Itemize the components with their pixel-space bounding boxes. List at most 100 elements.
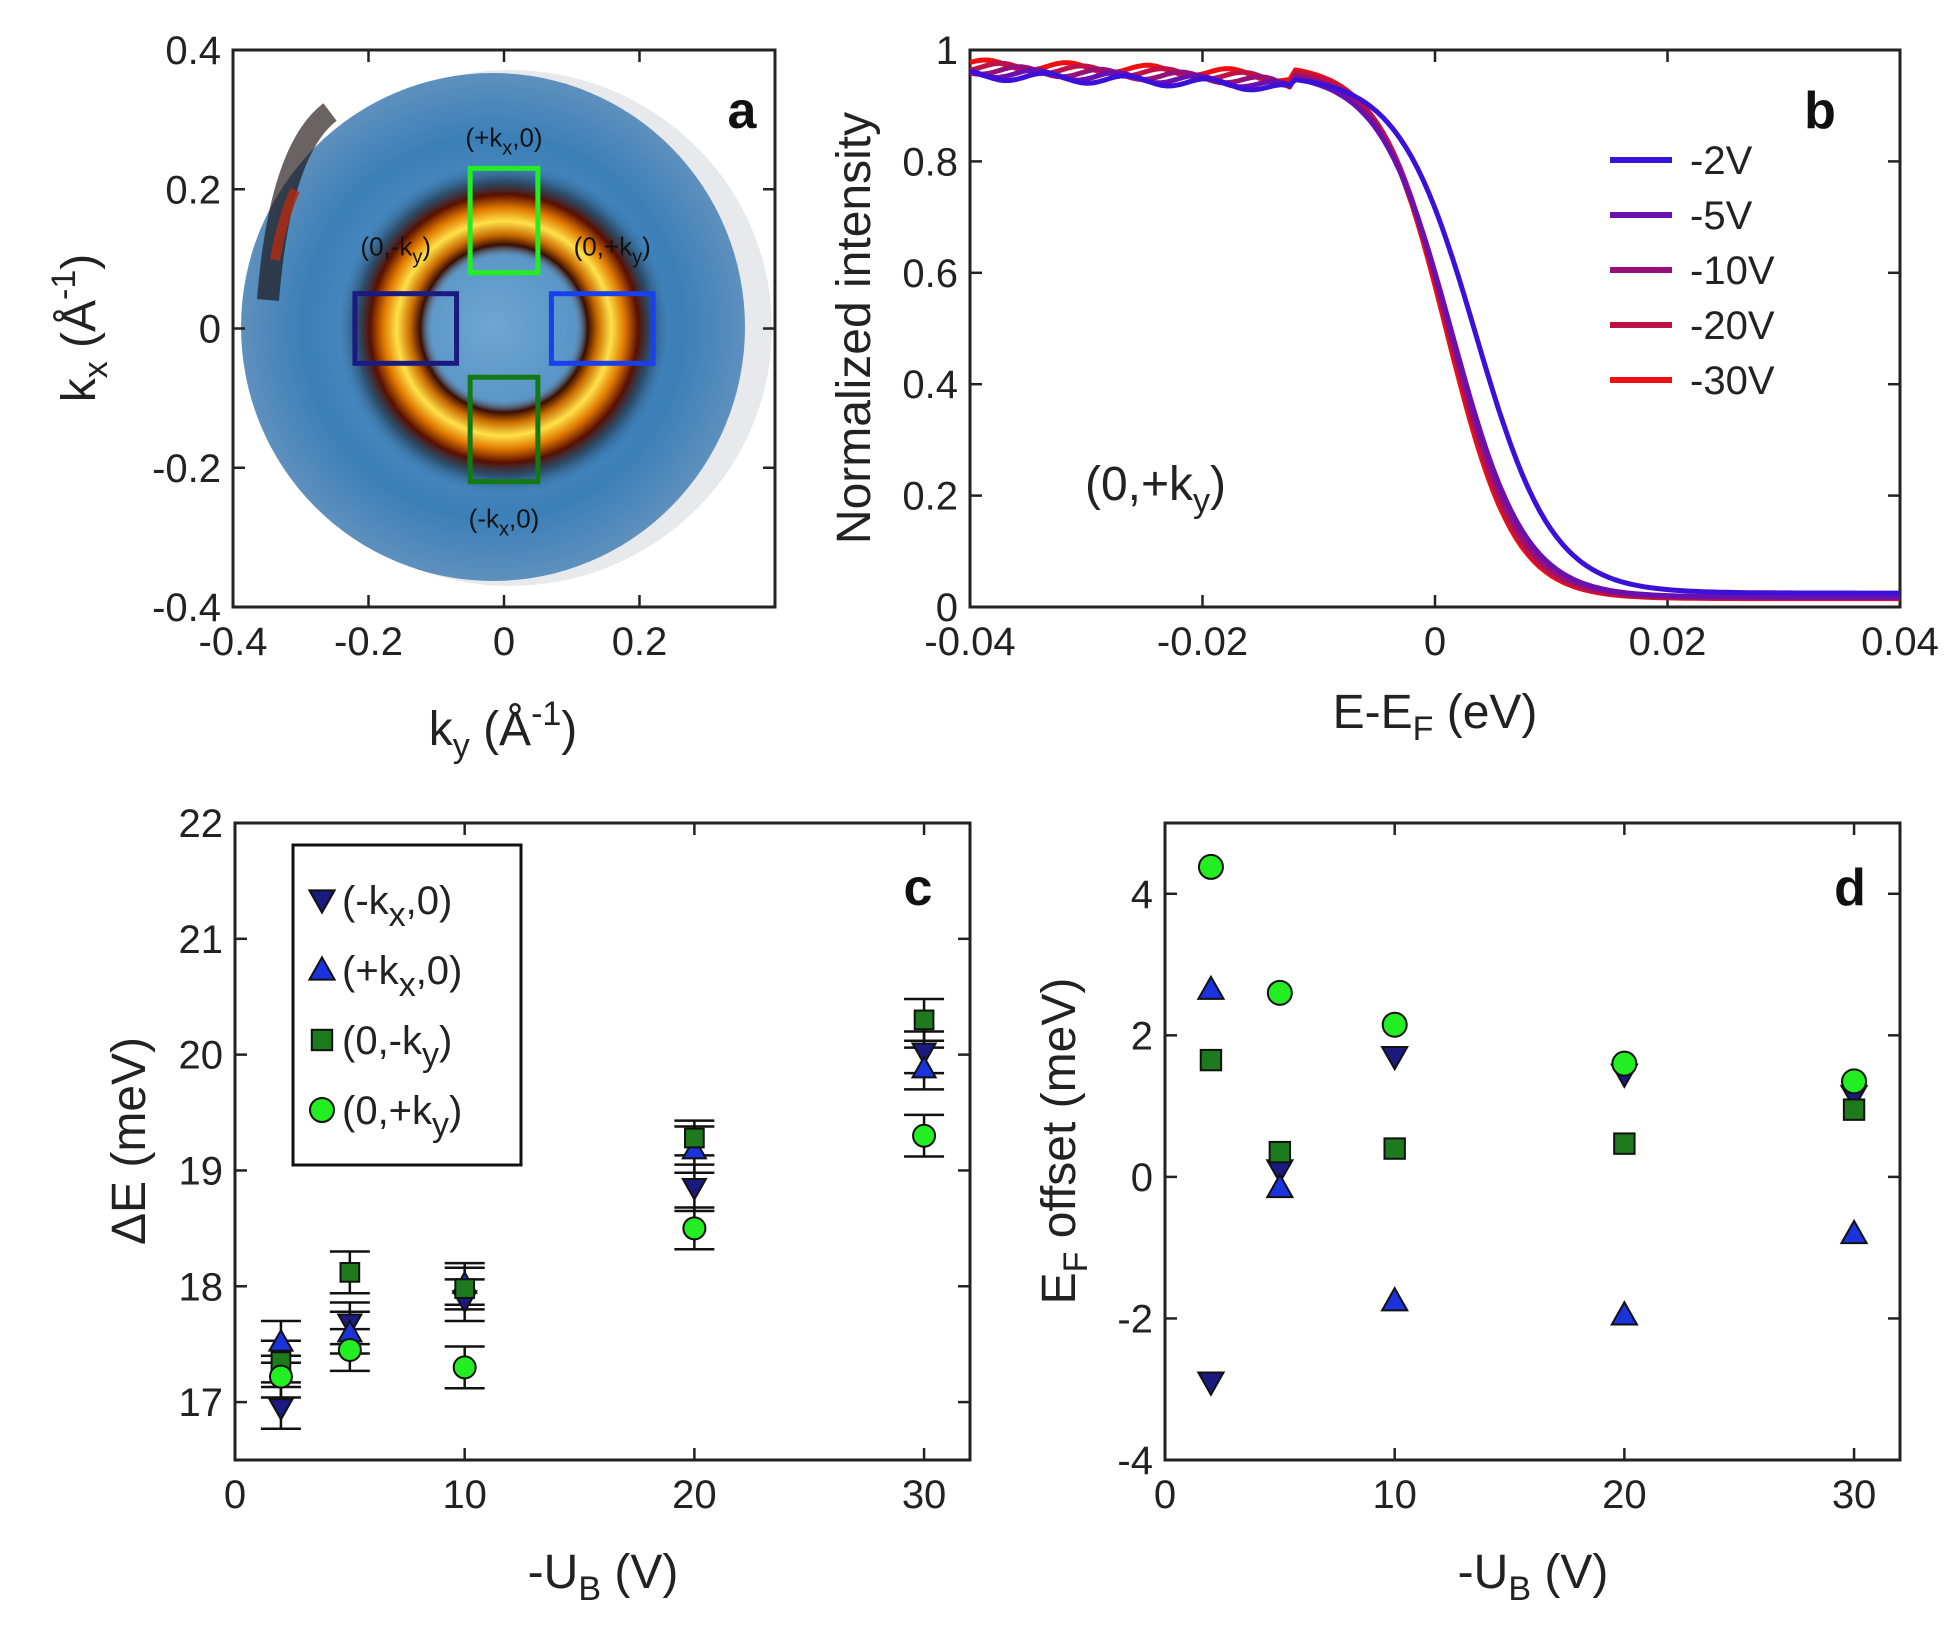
line-series [969, 68, 1900, 596]
roi-label: (-kx,0) [469, 504, 540, 541]
x-tick-label: 20 [1602, 1473, 1647, 1517]
x-tick-label: -0.02 [1157, 620, 1248, 664]
legend-label-pre: (0,+k [342, 1089, 433, 1133]
marker-square [454, 1278, 476, 1299]
legend-label: -20V [1690, 304, 1775, 348]
marker-triangle-up [307, 955, 337, 981]
panel-letter-b: b [1804, 82, 1836, 140]
axes-b-ylabel: Normalized intensity [828, 112, 881, 544]
y-tick-label: 22 [179, 802, 224, 846]
roi-label-post: ,0) [509, 504, 539, 534]
legend-label-post: ,0) [406, 879, 453, 923]
marker-circle [1266, 979, 1293, 1006]
marker-square [1842, 1098, 1866, 1121]
y-tick-label: 17 [179, 1381, 224, 1425]
x-tick-label: 10 [442, 1473, 487, 1517]
legend-label-pre: (-k [342, 879, 390, 923]
marker-triangle-up [267, 1328, 295, 1352]
y-tick-label: -0.2 [152, 447, 221, 491]
y-tick-label: 0.8 [902, 140, 958, 184]
axes-d-ticks: 0 10 20 30 -4 -2 0 2 4 [1117, 823, 1900, 1517]
marker-square [1199, 1048, 1223, 1072]
marker-triangle-up [1380, 1286, 1410, 1312]
marker-triangle-down [1380, 1045, 1410, 1072]
y-tick-label: 0 [199, 308, 221, 352]
marker-triangle-up [1839, 1218, 1869, 1245]
x-tick-label: 10 [1372, 1473, 1417, 1517]
legend-label: -10V [1690, 249, 1775, 293]
axes-c-ylabel: ΔE (meV) [103, 1037, 156, 1245]
y-tick-label: 19 [179, 1149, 224, 1193]
legend-label: (-kx,0) [342, 879, 452, 934]
x-tick-label: 0 [1154, 1473, 1176, 1517]
y-tick-label: 0.6 [902, 252, 958, 296]
panel-letter-a: a [728, 82, 758, 140]
marker-triangle-down [681, 1178, 708, 1202]
marker-circle [1611, 1050, 1638, 1077]
roi-box [467, 374, 541, 485]
marker-square [1383, 1137, 1406, 1160]
axes-a-xlabel: ky (Å-1) [429, 695, 578, 765]
y-tick-label: 0.2 [902, 475, 958, 519]
x-tick-label: 0.04 [1861, 620, 1939, 664]
marker-square [1613, 1132, 1636, 1155]
marker-circle [682, 1216, 707, 1241]
y-tick-label: 1 [936, 29, 958, 73]
marker-triangle-down [910, 1042, 938, 1066]
legend-label-pre: (0,-k [342, 1019, 423, 1063]
roi-label-sub: x [499, 519, 509, 541]
marker-circle [912, 1123, 937, 1148]
axes-b-xlabel: E-EF (eV) [1333, 686, 1538, 748]
legend-label: (+kx,0) [342, 949, 462, 1004]
map-edge-arc-red [270, 188, 300, 261]
y-tick-label: 0.4 [902, 363, 958, 407]
y-tick-label: -0.4 [152, 586, 221, 630]
axes-c-points [260, 997, 945, 1430]
y-tick-label: 0 [936, 586, 958, 630]
legend-label: (0,-ky) [342, 1019, 452, 1074]
panel-letter-d: d [1834, 859, 1866, 917]
fermi-ring [336, 160, 672, 497]
roi-label-sub: y [412, 247, 422, 269]
roi-label-pre: (+k [465, 122, 503, 152]
axes-d-frame [1163, 821, 1902, 1462]
marker-circle [1841, 1068, 1868, 1095]
marker-triangle-down [267, 1398, 295, 1422]
axes-c-ticks: 0 10 20 30 17 18 19 20 21 22 [179, 802, 970, 1517]
legend-label-post: ) [449, 1089, 462, 1133]
marker-square [684, 1127, 705, 1149]
y-tick-label: 18 [179, 1265, 224, 1309]
roi-label: (+kx,0) [465, 122, 542, 159]
y-tick-label: 2 [1131, 1014, 1153, 1058]
legend-label-sub: x [389, 896, 406, 934]
roi-label: (0,+ky) [574, 232, 651, 269]
axes-b-legend: -2V -5V -10V -20V -30V [1610, 139, 1775, 403]
roi-label-pre: (0,-k [360, 232, 413, 262]
x-tick-label: 0 [493, 620, 515, 664]
legend-label: (0,+ky) [342, 1089, 462, 1144]
panel-d: 0 10 20 30 -4 -2 0 2 4 d -UB (V) EF offset (meV) [1033, 821, 1902, 1608]
y-tick-label: 0.2 [165, 168, 221, 212]
legend-label-sub: y [432, 1106, 449, 1144]
marker-square [310, 1028, 334, 1052]
axes-d-ylabel: EF offset (meV) [1033, 978, 1095, 1305]
panel-letter-c: c [904, 859, 933, 917]
y-tick-label: 20 [179, 1034, 224, 1078]
marker-circle [1381, 1011, 1408, 1038]
marker-triangle-up [910, 1054, 938, 1079]
marker-triangle-up [1265, 1172, 1295, 1199]
axes-c-legend: (-kx,0)(+kx,0)(0,-ky)(0,+ky) [291, 843, 523, 1167]
y-tick-label: 21 [179, 918, 224, 962]
x-tick-label: 20 [672, 1473, 717, 1517]
roi-label-post: ,0) [512, 122, 542, 152]
axes-a-ylabel: kx (Å-1) [45, 254, 115, 403]
roi-boxes: (+kx,0)(-kx,0)(0,-ky) (0,+ky) [352, 122, 656, 541]
marker-triangle-down [307, 889, 337, 915]
y-tick-label: 0.4 [165, 29, 221, 73]
legend-label-pre: (+k [342, 949, 400, 993]
axes-b-lines [969, 57, 1900, 602]
legend-label: -30V [1690, 359, 1775, 403]
legend-label-sub: y [422, 1036, 439, 1074]
